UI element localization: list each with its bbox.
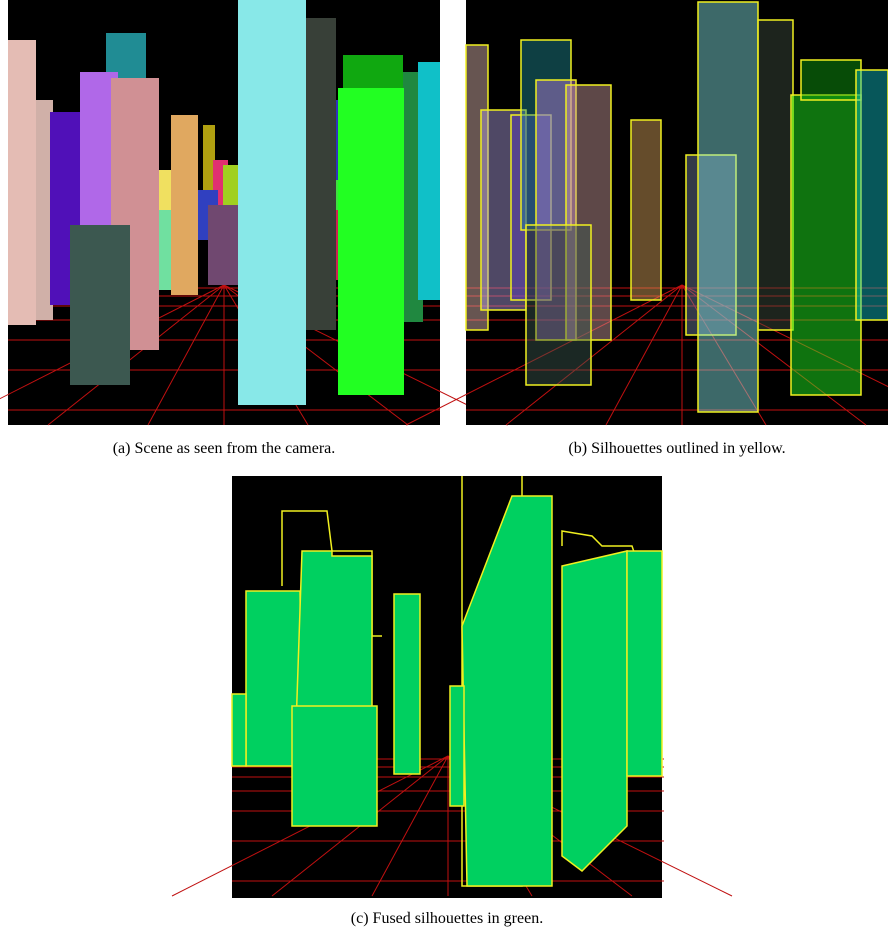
scene-image xyxy=(0,0,508,425)
caption: (c) Fused silhouettes in green. xyxy=(232,910,662,928)
fused-image xyxy=(172,476,732,898)
caption: (b) Silhouettes outlined in yellow. xyxy=(466,440,888,458)
page: {"figure": {"subfigures": [ {"caption": … xyxy=(0,0,888,936)
figure xyxy=(0,0,888,936)
caption: (a) Scene as seen from the camera. xyxy=(8,440,440,458)
outline-image xyxy=(406,0,888,425)
